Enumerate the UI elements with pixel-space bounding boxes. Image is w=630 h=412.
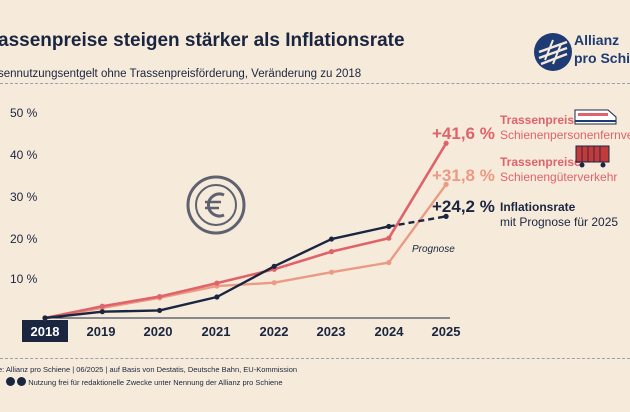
logo-line-1: Allianz bbox=[574, 32, 620, 48]
header-divider bbox=[0, 83, 630, 84]
passenger-data-point bbox=[99, 303, 105, 309]
x-tick-label: 2018 bbox=[31, 324, 60, 339]
freight-data-point bbox=[328, 269, 335, 275]
passenger-train-icon bbox=[574, 109, 617, 125]
freight-data-point bbox=[386, 259, 392, 266]
inflation-data-point bbox=[42, 315, 48, 321]
x-tick-highlight bbox=[22, 320, 68, 342]
series-layer bbox=[42, 140, 449, 321]
passenger-data-point bbox=[214, 280, 220, 286]
creative-commons-icon bbox=[6, 377, 15, 386]
inflation-data-point bbox=[214, 294, 220, 300]
x-tick-label: 2022 bbox=[260, 324, 289, 339]
inflation-title-label: Inflationsrate bbox=[500, 200, 576, 214]
passenger-sub-label: Schienenpersonenfernverkehr bbox=[500, 128, 630, 142]
inflation-data-point bbox=[328, 236, 335, 242]
inflation-data-point bbox=[99, 309, 105, 315]
passenger-title-label: Trassenpreise bbox=[500, 113, 581, 127]
freight-series-line bbox=[44, 183, 448, 320]
x-tick-label: 2021 bbox=[202, 324, 231, 339]
freight-data-point bbox=[443, 181, 449, 188]
y-tick-label: 20 % bbox=[10, 232, 38, 246]
inflation-sub-label: mit Prognose für 2025 bbox=[500, 215, 618, 229]
source-note: e: Allianz pro Schiene | 06/2025 | auf B… bbox=[0, 365, 298, 374]
line-chart: 10 % 20 % 30 % 40 % 50 % 2018 2019 2020 … bbox=[10, 106, 630, 342]
inflation-value-label: +24,2 % bbox=[432, 197, 495, 216]
y-tick-label: 40 % bbox=[10, 148, 38, 162]
inflation-data-point bbox=[443, 213, 449, 219]
y-tick-label: 10 % bbox=[10, 272, 38, 286]
x-tick-label: 2019 bbox=[87, 324, 116, 339]
license-note: Nutzung frei für redaktionelle Zwecke un… bbox=[6, 377, 283, 387]
y-tick-label: 50 % bbox=[10, 106, 38, 120]
inflation-data-point bbox=[157, 307, 163, 314]
inflation-data-point bbox=[386, 223, 392, 230]
rail-logo-icon bbox=[534, 33, 572, 71]
y-tick-label: 30 % bbox=[10, 190, 38, 204]
x-tick-label: 2023 bbox=[317, 324, 346, 339]
footer-divider bbox=[0, 358, 630, 359]
x-tick-label: 2025 bbox=[432, 324, 461, 339]
passenger-series-line bbox=[44, 142, 448, 320]
freight-wagon-icon bbox=[575, 145, 610, 168]
page-subtitle: sennutzungsentgelt ohne Trassenpreisförd… bbox=[0, 68, 362, 80]
x-tick-label: 2024 bbox=[375, 324, 405, 339]
page-title: assenpreise steigen stärker als Inflatio… bbox=[0, 30, 405, 51]
euro-icon bbox=[186, 175, 246, 235]
freight-sub-label: Schienengüterverkehr bbox=[500, 170, 617, 184]
passenger-data-point bbox=[157, 293, 163, 300]
attribution-icon bbox=[17, 377, 27, 386]
freight-title-label: Trassenpreise bbox=[500, 155, 581, 169]
passenger-data-point bbox=[443, 140, 449, 146]
freight-value-label: +31,8 % bbox=[432, 166, 495, 185]
passenger-data-point bbox=[386, 235, 392, 241]
x-tick-label: 2020 bbox=[144, 324, 173, 339]
passenger-data-point bbox=[328, 249, 335, 255]
passenger-value-label: +41,6 % bbox=[432, 124, 495, 143]
inflation-data-point bbox=[271, 263, 277, 269]
freight-data-point bbox=[271, 280, 277, 286]
logo-line-2: pro Schiene bbox=[574, 50, 630, 66]
prognosis-label: Prognose bbox=[412, 244, 455, 255]
